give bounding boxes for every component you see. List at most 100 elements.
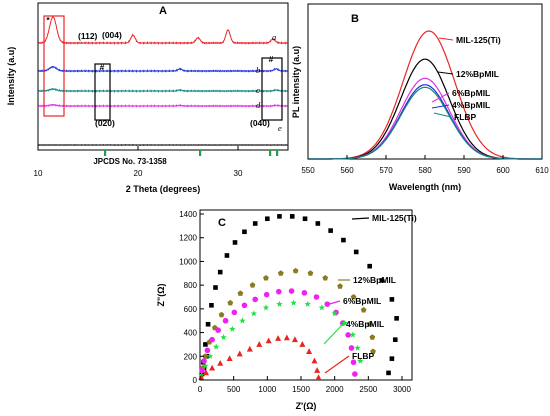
nyquist-point xyxy=(229,325,236,332)
curve-label-d: d xyxy=(256,100,261,110)
nyquist-legend-arrow xyxy=(324,355,350,374)
nyquist-point xyxy=(350,294,357,300)
pl-legend-arrow xyxy=(431,92,450,103)
nyquist-point xyxy=(202,353,209,359)
annotation-040: (040) xyxy=(250,118,270,128)
nyquist-point xyxy=(206,352,214,359)
nyquist-point xyxy=(353,249,359,255)
reference-bar-1 xyxy=(199,150,202,156)
nyquist-legend-label: 6%BpMIL xyxy=(343,296,381,306)
pl-chart: B 550 560 570 580 590 600 610 MIL-125(Ti) 12%Bp… xyxy=(291,3,549,192)
nyquist-point xyxy=(263,291,270,298)
nyquist-point xyxy=(252,221,258,226)
nyquist-point xyxy=(227,299,234,306)
nyquist-point xyxy=(209,364,216,371)
nyquist-x-tick-label: 2500 xyxy=(359,385,377,394)
nyquist-point xyxy=(242,229,247,235)
xrd-curve-e xyxy=(37,144,288,146)
nyquist-point xyxy=(352,371,358,377)
pl-y-axis-label: PL intensity (a.u) xyxy=(291,46,301,118)
nyquist-point xyxy=(276,300,283,307)
nyquist-x-tick-label: 3000 xyxy=(393,385,411,394)
nyquist-point xyxy=(252,296,259,303)
highlight-box-112 xyxy=(43,15,65,117)
hash-marker-2: # xyxy=(269,54,274,64)
nyquist-point xyxy=(313,294,320,300)
nyquist-point xyxy=(394,316,399,321)
nyquist-x-axis-label: Z'(Ω) xyxy=(296,401,317,411)
nyquist-legend-label: MIL-125(Ti) xyxy=(372,213,417,223)
nyquist-point xyxy=(249,282,256,288)
panel-b-label: B xyxy=(351,13,359,25)
nyquist-point xyxy=(366,321,373,327)
pl-x-tick-label: 590 xyxy=(457,166,471,175)
nyquist-point xyxy=(232,240,238,245)
pl-legend-arrow xyxy=(437,71,454,75)
nyquist-point xyxy=(389,297,395,302)
nyquist-point xyxy=(209,303,214,308)
nyquist-point xyxy=(220,333,227,341)
pl-curve-0 xyxy=(308,30,542,160)
nyquist-point xyxy=(275,335,282,341)
nyquist-point xyxy=(367,263,372,269)
nyquist-y-tick-label: 1400 xyxy=(179,210,197,219)
nyquist-point xyxy=(341,237,346,243)
nyquist-point xyxy=(386,370,391,376)
nyquist-y-tick-label: 0 xyxy=(193,376,198,385)
nyquist-point xyxy=(236,350,243,357)
nyquist-point xyxy=(349,331,357,338)
nyquist-point xyxy=(302,216,308,222)
reference-bar-0 xyxy=(104,150,107,156)
nyquist-x-tick-label: 1500 xyxy=(292,385,310,394)
nyquist-point xyxy=(379,278,385,283)
nyquist-point xyxy=(217,269,223,275)
star-marker: * xyxy=(46,15,50,25)
nyquist-point xyxy=(262,304,270,311)
xrd-plot-frame xyxy=(37,2,289,151)
nyquist-legend-label: 4%BpMIL xyxy=(346,319,384,329)
nyquist-point xyxy=(215,327,221,333)
nyquist-y-tick-label: 400 xyxy=(184,329,198,338)
pl-x-tick-label: 600 xyxy=(496,166,510,175)
pl-curve-4 xyxy=(308,86,542,160)
xrd-curves xyxy=(37,16,288,156)
nyquist-plot-frame xyxy=(199,209,413,381)
nyquist-legend: MIL-125(Ti) 12%BpMIL 6%BpMIL 4%BpMIL FLBP xyxy=(323,213,417,374)
pl-legend-label: MIL-125(Ti) xyxy=(456,35,501,45)
xrd-curve-d xyxy=(37,103,288,108)
pl-legend-label: 6%BpMIL xyxy=(452,88,490,98)
nyquist-point xyxy=(337,283,343,289)
pl-x-tick-label: 570 xyxy=(379,166,393,175)
reference-bar-2 xyxy=(269,150,272,156)
nyquist-point xyxy=(314,367,321,373)
nyquist-point xyxy=(369,334,376,340)
nyquist-x-tick-label: 500 xyxy=(227,385,241,394)
pl-legend-arrow xyxy=(431,104,450,109)
nyquist-point xyxy=(256,341,263,347)
nyquist-point xyxy=(277,270,284,276)
nyquist-point xyxy=(283,334,290,341)
nyquist-point xyxy=(307,270,314,276)
nyquist-point xyxy=(222,317,229,324)
pl-plot-frame xyxy=(307,3,543,160)
hash-marker-1: # xyxy=(100,62,105,72)
nyquist-point xyxy=(360,307,367,313)
nyquist-point xyxy=(370,348,376,354)
nyquist-legend-label: 12%BpMIL xyxy=(353,275,396,285)
nyquist-point xyxy=(292,267,299,274)
nyquist-point xyxy=(217,360,224,366)
xrd-curve-a xyxy=(37,16,288,45)
nyquist-point xyxy=(354,344,361,351)
nyquist-point xyxy=(392,337,398,342)
nyquist-point xyxy=(218,311,225,318)
pl-curve-2 xyxy=(308,77,542,160)
nyquist-point xyxy=(246,345,253,352)
nyquist-point xyxy=(357,357,364,364)
nyquist-point xyxy=(237,290,244,296)
curve-label-e: e xyxy=(278,123,282,133)
pl-legend-arrow xyxy=(438,37,454,41)
nyquist-point xyxy=(241,302,248,309)
pl-x-tick-label: 580 xyxy=(418,166,432,175)
nyquist-legend-arrow xyxy=(325,300,341,306)
nyquist-point xyxy=(290,299,297,306)
